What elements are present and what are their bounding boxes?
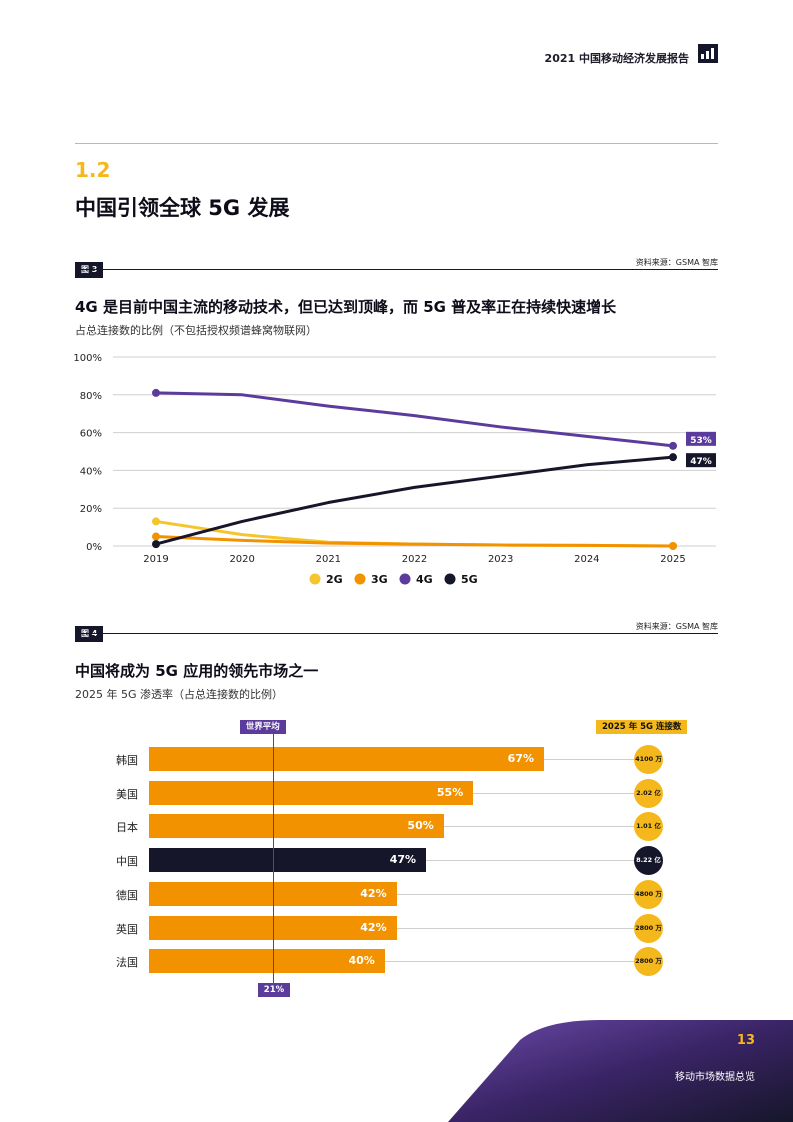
series-line-3G [155,535,674,548]
legend-label-2G: 2G [326,573,343,586]
x-tick-label: 2023 [488,554,513,565]
end-label-box-4G [686,431,716,446]
y-tick-label: 20% [80,504,102,515]
legend-label-3G: 3G [371,573,388,586]
report-title: 2021 中国移动经济发展报告 [544,52,689,65]
x-tick-label: 2025 [660,554,685,565]
end-label-box-5G [686,453,716,468]
figure4-subtitle: 2025 年 5G 渗透率（占总连接数的比例） [75,688,284,701]
figure4-source: 资料来源：GSMA 智库 [635,622,718,631]
start-point-4G [152,388,160,397]
y-tick-label: 60% [80,429,102,440]
header-divider [75,143,718,144]
start-point-3G [152,532,160,541]
figure3-title: 4G 是目前中国主流的移动技术，但已达到顶峰，而 5G 普及率正在持续快速增长 [75,298,617,316]
series-line-4G [155,391,674,448]
end-point-3G [669,542,677,550]
legend-label-4G: 4G [416,573,433,586]
footer-section-name: 移动市场数据总览 [675,1072,755,1083]
page-number: 13 [736,1033,755,1048]
y-tick-label: 0% [86,542,102,553]
figure3-rule [75,269,718,270]
figure3-source: 资料来源：GSMA 智库 [635,258,718,267]
end-point-5G [669,453,677,462]
legend-marker-3G [354,573,366,585]
start-point-5G [152,540,160,549]
section-title: 中国引领全球 5G 发展 [75,196,290,220]
figure4-title: 中国将成为 5G 应用的领先市场之一 [75,662,319,680]
y-tick-label: 100% [73,353,102,364]
end-point-4G [669,441,677,450]
y-tick-label: 40% [80,466,102,477]
start-point-2G [152,517,160,526]
x-tick-label: 2021 [316,554,341,565]
x-tick-label: 2024 [574,554,599,565]
gsma-logo-icon [698,44,718,63]
x-tick-label: 2022 [402,554,427,565]
legend-label-5G: 5G [461,573,478,586]
legend-marker-2G [309,573,321,585]
series-line-5G [155,455,674,546]
figure3-subtitle: 占总连接数的比例（不包括授权频谱蜂窝物联网） [75,324,317,337]
y-tick-label: 80% [80,391,102,402]
legend-marker-5G [444,573,456,585]
figure4-rule [75,633,718,634]
end-label-4G: 53% [690,436,712,446]
section-number: 1.2 [75,158,111,182]
x-tick-label: 2019 [143,554,168,565]
x-tick-label: 2020 [229,554,254,565]
end-label-5G: 47% [690,457,712,467]
line-chart: 0% 20% 40% 60% 80% 100% 2019 2020 2021 2022 2023 20… [73,353,716,586]
legend-marker-4G [399,573,411,585]
